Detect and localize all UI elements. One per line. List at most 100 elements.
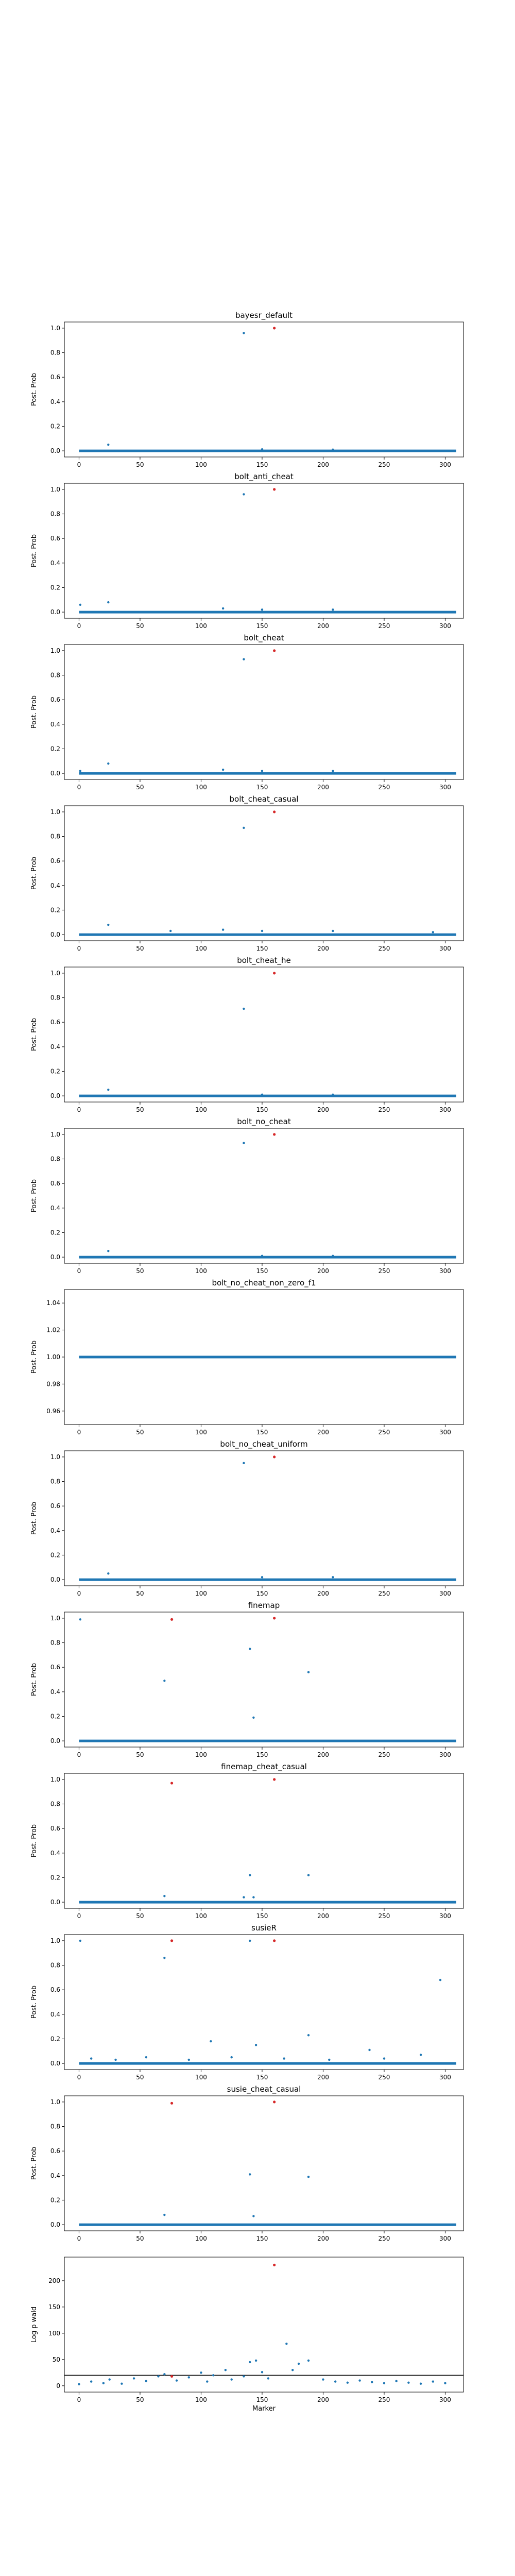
marker-point — [90, 2380, 93, 2383]
y-tick-label: 0.6 — [50, 1502, 60, 1510]
x-tick-label: 250 — [378, 1267, 390, 1275]
x-tick-label: 250 — [378, 461, 390, 468]
causal-point — [170, 2375, 174, 2378]
y-tick-label: 0 — [56, 2382, 60, 2389]
subplot-4: bolt_cheat_casual 0 50 100 150 200 250 300 0.0 0.… — [30, 794, 464, 952]
x-tick-label: 300 — [439, 622, 451, 630]
x-tick-label: 200 — [317, 1912, 329, 1920]
marker-point — [230, 2378, 233, 2381]
y-tick-label: 0.0 — [50, 931, 60, 938]
y-tick-label: 0.6 — [50, 1986, 60, 1993]
marker-point — [346, 2381, 349, 2384]
marker-point — [132, 2377, 135, 2380]
causal-point — [273, 1133, 276, 1136]
x-tick-label: 300 — [439, 2396, 451, 2403]
y-tick-label: 0.8 — [50, 1801, 60, 1808]
marker-point — [169, 1355, 172, 1359]
x-tick-label: 250 — [378, 945, 390, 952]
x-tick-label: 300 — [439, 2235, 451, 2242]
x-tick-label: 200 — [317, 2396, 329, 2403]
y-tick-label: 0.0 — [50, 1253, 60, 1261]
subplot-3: bolt_cheat 0 50 100 150 200 250 300 0.0 0.2 0.4 0.6… — [30, 633, 464, 791]
subplot-title: bolt_no_cheat_non_zero_f1 — [212, 1278, 316, 1288]
marker-point — [210, 2040, 212, 2043]
y-tick-label: 0.2 — [50, 745, 60, 752]
marker-point — [307, 1874, 310, 1876]
marker-point — [79, 1618, 82, 1621]
y-axis-label: Post. Prob — [30, 1986, 38, 2019]
x-tick-label: 250 — [378, 1429, 390, 1436]
x-tick-label: 200 — [317, 784, 329, 791]
subplot-title: bolt_no_cheat_uniform — [220, 1439, 307, 1449]
marker-point — [432, 2380, 434, 2383]
causal-point — [273, 1455, 276, 1459]
marker-point — [107, 443, 110, 446]
marker-point — [273, 1355, 276, 1359]
y-axis-label: Post. Prob — [30, 857, 38, 890]
x-tick-label: 0 — [77, 2074, 81, 2081]
marker-point — [358, 2379, 361, 2382]
x-tick-label: 0 — [77, 1590, 81, 1597]
y-tick-label: 0.0 — [50, 1092, 60, 1099]
causal-point — [273, 2263, 276, 2266]
subplot-2: bolt_anti_cheat 0 50 100 150 200 250 300 0.0 0.2 0… — [30, 472, 464, 630]
marker-point — [243, 1896, 245, 1899]
x-tick-label: 150 — [256, 1429, 268, 1436]
x-tick-label: 150 — [256, 1751, 268, 1758]
x-tick-label: 250 — [378, 1590, 390, 1597]
x-tick-label: 0 — [77, 1751, 81, 1758]
x-tick-label: 100 — [195, 461, 207, 468]
x-tick-label: 250 — [378, 2235, 390, 2242]
y-tick-label: 0.8 — [50, 833, 60, 840]
x-tick-label: 150 — [256, 461, 268, 468]
x-tick-label: 0 — [77, 1429, 81, 1436]
y-tick-label: 0.2 — [50, 1713, 60, 1720]
x-tick-label: 0 — [77, 1267, 81, 1275]
y-tick-label: 0.6 — [50, 1180, 60, 1187]
marker-point — [163, 1680, 166, 1682]
y-axis-label: Post. Prob — [30, 1824, 38, 1857]
marker-point — [261, 1576, 264, 1579]
y-tick-label: 0.6 — [50, 2147, 60, 2155]
marker-point — [254, 2359, 258, 2362]
plot-frame — [64, 321, 464, 457]
x-tick-label: 50 — [136, 622, 144, 630]
subplot-title: susieR — [251, 1923, 277, 1933]
x-tick-label: 200 — [317, 1267, 329, 1275]
marker-point — [78, 2383, 80, 2385]
marker-point — [261, 2371, 264, 2374]
marker-point — [230, 2056, 233, 2059]
x-tick-label: 250 — [378, 622, 390, 630]
marker-point — [261, 1255, 264, 1257]
y-tick-label: 0.98 — [46, 1380, 60, 1387]
marker-point — [107, 923, 110, 926]
x-tick-label: 300 — [439, 1912, 451, 1920]
marker-point — [243, 2375, 245, 2378]
y-tick-label: 0.4 — [50, 721, 60, 728]
marker-point — [332, 1093, 334, 1096]
y-tick-label: 1.0 — [50, 1937, 60, 1944]
x-tick-label: 0 — [77, 784, 81, 791]
x-tick-label: 50 — [136, 461, 144, 468]
y-tick-label: 0.8 — [50, 511, 60, 518]
marker-point — [261, 1093, 264, 1096]
subplot-title: bolt_cheat_casual — [230, 794, 299, 804]
subplot-title: bolt_no_cheat — [237, 1117, 291, 1127]
y-tick-label: 0.8 — [50, 1962, 60, 1969]
plot-frame — [64, 2095, 464, 2231]
x-tick-label: 100 — [195, 1429, 207, 1436]
subplot-12: susie_cheat_casual 0 50 100 150 200 250 300 0.0 0… — [30, 2084, 464, 2242]
plot-frame — [64, 1128, 464, 1264]
y-axis-label: Post. Prob — [30, 696, 38, 728]
x-tick-label: 250 — [378, 2074, 390, 2081]
marker-point — [121, 2382, 123, 2385]
y-tick-label: 0.0 — [50, 2060, 60, 2067]
x-tick-label: 150 — [256, 784, 268, 791]
x-tick-label: 0 — [77, 622, 81, 630]
subplot-13: 0 50 100 150 200 250 300 0 50 100 150 200 Log p wald… — [30, 2257, 464, 2413]
causal-point — [273, 1939, 276, 1942]
marker-point — [261, 448, 264, 451]
x-tick-label: 300 — [439, 1106, 451, 1113]
marker-point — [102, 2382, 105, 2384]
x-tick-label: 100 — [195, 622, 207, 630]
